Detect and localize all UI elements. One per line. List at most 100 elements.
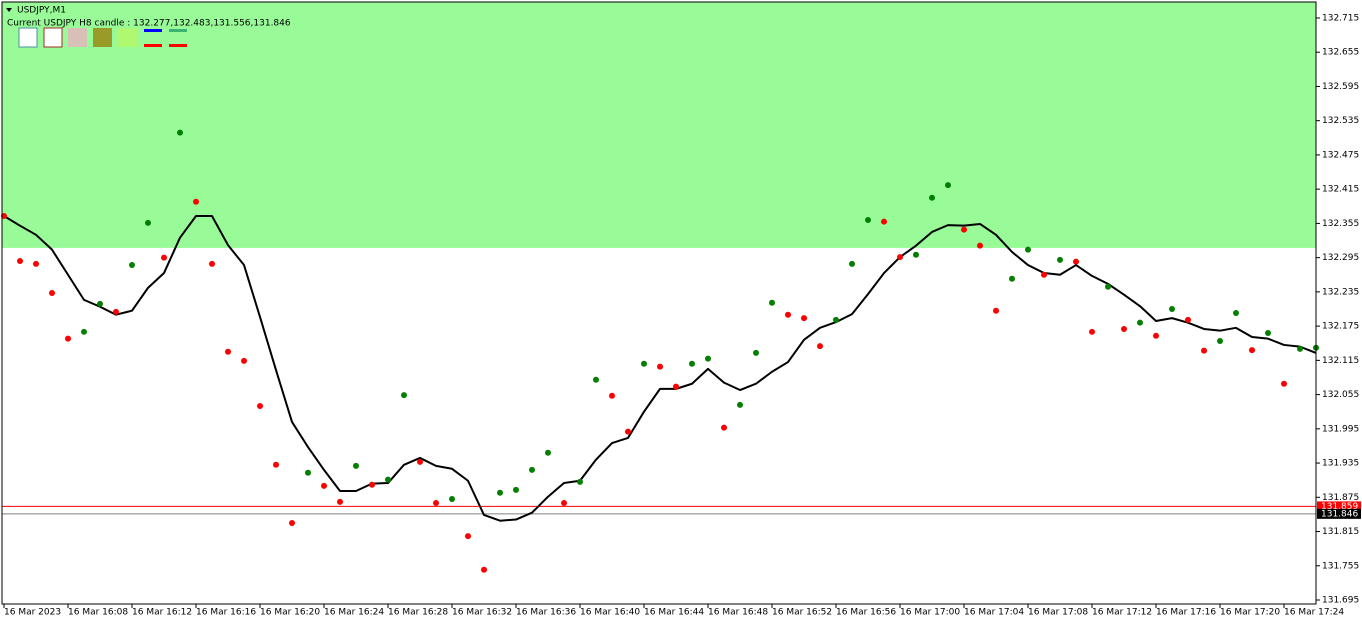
zone	[2, 2, 1316, 248]
dot	[993, 307, 999, 314]
dot	[529, 466, 535, 473]
dot	[129, 262, 135, 269]
y-tick-label: 131.815	[1322, 527, 1359, 537]
x-tick-label: 16 Mar 16:08	[68, 608, 128, 618]
chart-subtitle: Current USDJPY H8 candle : 132.277,132.4…	[7, 19, 291, 29]
price-line-series	[3, 214, 1317, 522]
dot	[1057, 256, 1063, 263]
y-tick-label: 131.995	[1322, 424, 1359, 434]
dot	[177, 129, 183, 136]
dot	[673, 383, 679, 390]
dot	[33, 260, 39, 267]
dot	[289, 519, 295, 526]
x-tick-label: 16 Mar 16:32	[452, 608, 512, 618]
y-tick-label: 132.175	[1322, 322, 1359, 332]
dot	[81, 328, 87, 335]
x-tick-label: 16 Mar 16:40	[580, 608, 640, 618]
color-swatch	[68, 28, 87, 47]
dot	[337, 498, 343, 505]
x-tick-label: 16 Mar 17:20	[1220, 608, 1280, 618]
dot	[465, 533, 471, 540]
dot	[401, 392, 407, 399]
color-swatch	[43, 27, 63, 48]
y-tick-label: 132.595	[1322, 82, 1359, 92]
dot	[817, 343, 823, 350]
dot	[1089, 328, 1095, 335]
dot	[721, 424, 727, 431]
dot	[1265, 329, 1271, 336]
dot	[497, 489, 503, 496]
axes: 132.715 132.655 132.595 132.535 132.475 132.4…	[3, 13, 1361, 618]
line-swatch	[144, 29, 162, 32]
x-tick-label: 16 Mar 17:12	[1092, 608, 1152, 618]
dot	[1297, 345, 1303, 352]
x-tick-label: 16 Mar 16:28	[388, 608, 448, 618]
line-swatch	[169, 44, 187, 47]
dot	[1185, 316, 1191, 323]
dot	[657, 363, 663, 370]
y-tick-label: 131.755	[1322, 561, 1359, 571]
dot	[145, 219, 151, 226]
x-tick-label: 16 Mar 16:24	[324, 608, 384, 618]
x-tick-label: 16 Mar 17:24	[1284, 608, 1344, 618]
x-tick-label: 16 Mar 2023	[4, 608, 61, 618]
dot	[593, 376, 599, 383]
dot	[513, 486, 519, 493]
dot	[945, 182, 951, 189]
x-tick-label: 16 Mar 16:52	[772, 608, 832, 618]
dot	[897, 254, 903, 261]
dot	[225, 348, 231, 355]
y-tick-label: 132.535	[1322, 116, 1359, 126]
dot	[849, 260, 855, 267]
dot	[1121, 325, 1127, 332]
x-tick-label: 16 Mar 17:08	[1028, 608, 1088, 618]
x-tick-label: 16 Mar 17:04	[964, 608, 1024, 618]
dot	[113, 308, 119, 315]
color-swatch	[93, 28, 112, 47]
dot	[769, 299, 775, 306]
y-tick-label: 131.875	[1322, 493, 1359, 503]
x-tick-label: 16 Mar 16:16	[196, 608, 256, 618]
dot	[881, 218, 887, 225]
dot	[625, 428, 631, 435]
dot	[1025, 246, 1031, 253]
y-tick-label: 132.055	[1322, 390, 1359, 400]
y-tick-label: 132.355	[1322, 219, 1359, 229]
dot	[577, 478, 583, 485]
price-label: 131.846	[1321, 509, 1358, 519]
dot	[49, 290, 55, 297]
dot	[801, 315, 807, 322]
dot	[833, 316, 839, 323]
dot	[1233, 309, 1239, 316]
header: USDJPY,M1 Current USDJPY H8 candle : 132…	[6, 6, 291, 48]
y-tick-label: 132.655	[1322, 48, 1359, 58]
y-tick-label: 132.295	[1322, 253, 1359, 263]
dot	[609, 392, 615, 399]
dot	[753, 349, 759, 356]
dot	[193, 198, 199, 205]
x-tick-label: 16 Mar 16:44	[644, 608, 704, 618]
collapse-arrow[interactable]	[6, 8, 12, 12]
dot	[273, 461, 279, 468]
dot	[1169, 305, 1175, 312]
x-tick-label: 16 Mar 16:56	[836, 608, 896, 618]
dot	[705, 355, 711, 362]
dot	[1153, 332, 1159, 339]
color-swatch	[117, 28, 137, 47]
x-tick-label: 16 Mar 16:36	[516, 608, 576, 618]
dot	[1009, 275, 1015, 282]
y-tick-label: 131.695	[1322, 596, 1359, 606]
dot	[1137, 319, 1143, 326]
dot	[641, 360, 647, 367]
dot	[1201, 347, 1207, 354]
dot	[865, 216, 871, 223]
price-label-bg	[1317, 508, 1361, 519]
dot	[481, 566, 487, 573]
y-tick-label: 131.935	[1322, 459, 1359, 469]
dot	[417, 458, 423, 465]
y-tick-label: 132.235	[1322, 287, 1359, 297]
y-tick-label: 132.715	[1322, 13, 1359, 23]
dot	[561, 500, 567, 507]
dot	[161, 254, 167, 261]
